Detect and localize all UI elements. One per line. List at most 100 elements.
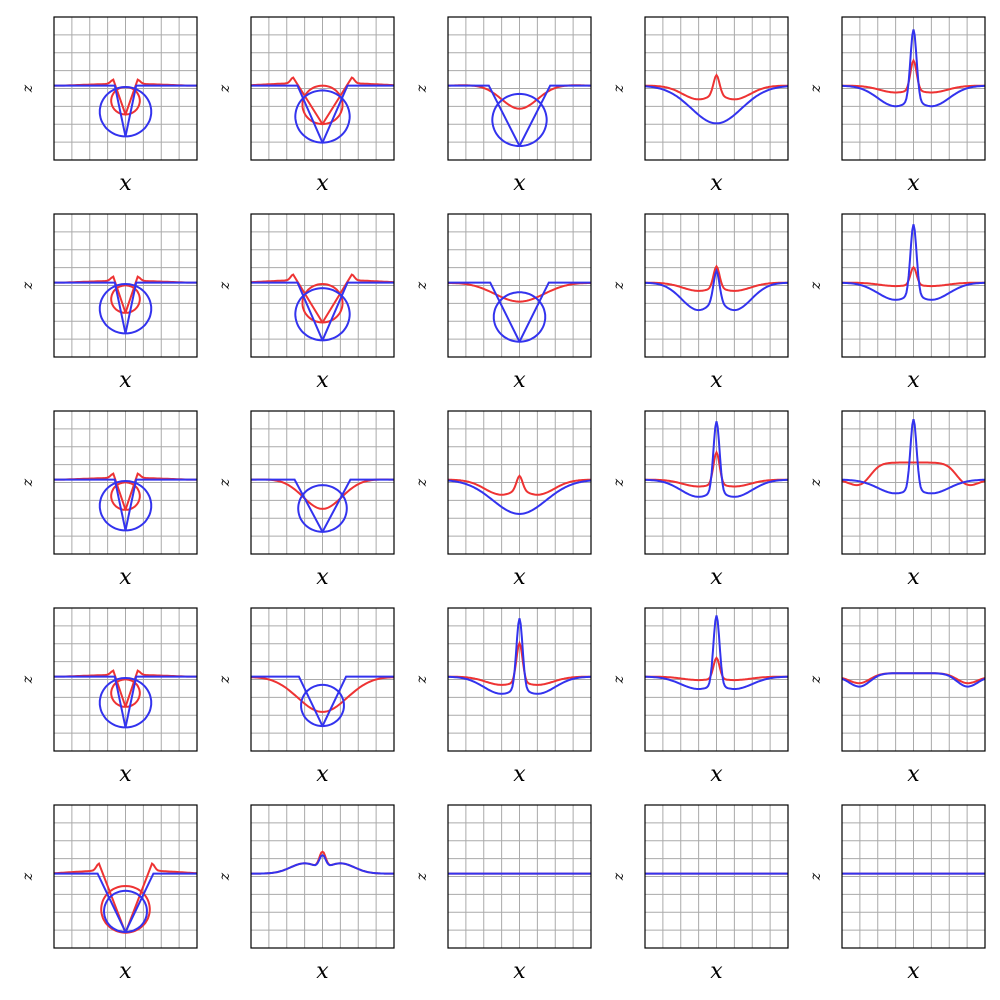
panel-grid bbox=[645, 214, 788, 357]
blue-interface-line bbox=[251, 854, 394, 875]
panel-r1c3: xz bbox=[414, 16, 592, 196]
panel-frame bbox=[250, 804, 395, 949]
panel-grid bbox=[251, 608, 394, 751]
red-interface-line bbox=[251, 273, 394, 324]
blue-interface-line bbox=[54, 675, 197, 729]
panel-r5c1: xz bbox=[20, 804, 198, 984]
x-axis-label: x bbox=[119, 565, 132, 590]
panel-r5c3: xz bbox=[414, 804, 592, 984]
panel-curves bbox=[448, 281, 591, 343]
x-axis-label: x bbox=[316, 368, 329, 393]
panel-grid bbox=[842, 805, 985, 948]
z-axis-label: z bbox=[808, 872, 824, 881]
x-axis-label: x bbox=[119, 368, 132, 393]
panel-frame bbox=[53, 607, 198, 752]
red-interface-line bbox=[842, 265, 985, 288]
panel-r1c5: xz bbox=[808, 16, 986, 196]
panel-frame bbox=[644, 410, 789, 555]
panel-frame bbox=[53, 410, 198, 555]
panel-curves bbox=[645, 264, 788, 312]
blue-interface-line bbox=[842, 224, 985, 301]
red-interface-line bbox=[842, 461, 985, 487]
panel-r2c3: xz bbox=[414, 213, 592, 393]
panel-frame bbox=[250, 410, 395, 555]
z-axis-label: z bbox=[217, 478, 233, 487]
panel-curves bbox=[645, 615, 788, 690]
panel-grid bbox=[251, 805, 394, 948]
red-interface-line bbox=[448, 640, 591, 686]
panel-curves bbox=[842, 672, 985, 688]
panel-r1c1: xz bbox=[20, 16, 198, 196]
panel-grid bbox=[448, 805, 591, 948]
panel-frame bbox=[841, 607, 986, 752]
z-axis-label: z bbox=[414, 281, 430, 290]
panel-frame bbox=[250, 213, 395, 358]
z-axis-label: z bbox=[414, 478, 430, 487]
panel-grid bbox=[645, 805, 788, 948]
panel-grid bbox=[842, 608, 985, 751]
red-interface-line bbox=[251, 676, 394, 713]
panel-r3c5: xz bbox=[808, 410, 986, 590]
panel-r2c2: xz bbox=[217, 213, 395, 393]
panel-curves bbox=[448, 474, 591, 516]
panel-frame bbox=[447, 804, 592, 949]
z-axis-label: z bbox=[611, 675, 627, 684]
panel-grid bbox=[448, 411, 591, 554]
panel-frame bbox=[447, 607, 592, 752]
panel-r1c4: xz bbox=[611, 16, 789, 196]
panel-frame bbox=[447, 213, 592, 358]
blue-interface-line bbox=[54, 281, 197, 335]
blue-interface-line bbox=[645, 267, 788, 312]
z-axis-label: z bbox=[217, 675, 233, 684]
panel-r3c1: xz bbox=[20, 410, 198, 590]
z-axis-label: z bbox=[611, 872, 627, 881]
blue-interface-line bbox=[251, 478, 394, 533]
panel-curves bbox=[251, 273, 394, 342]
panel-grid bbox=[54, 608, 197, 751]
blue-interface-line bbox=[251, 281, 394, 342]
z-axis-label: z bbox=[20, 281, 36, 290]
z-axis-label: z bbox=[611, 281, 627, 290]
panel-r5c2: xz bbox=[217, 804, 395, 984]
panel-frame bbox=[644, 16, 789, 161]
red-interface-line bbox=[645, 450, 788, 488]
blue-interface-line bbox=[251, 675, 394, 728]
x-axis-label: x bbox=[513, 368, 526, 393]
z-axis-label: z bbox=[217, 281, 233, 290]
panel-grid bbox=[54, 17, 197, 160]
panel-grid bbox=[448, 17, 591, 160]
panel-curves bbox=[54, 669, 197, 729]
x-axis-label: x bbox=[907, 762, 920, 787]
z-axis-label: z bbox=[611, 478, 627, 487]
x-axis-label: x bbox=[513, 171, 526, 196]
x-axis-label: x bbox=[710, 368, 723, 393]
panel-frame bbox=[53, 804, 198, 949]
panel-curves bbox=[54, 275, 197, 335]
red-interface-line bbox=[842, 58, 985, 94]
panel-r4c2: xz bbox=[217, 607, 395, 787]
panel-grid bbox=[251, 17, 394, 160]
blue-interface-line bbox=[842, 672, 985, 688]
panel-r5c5: xz bbox=[808, 804, 986, 984]
x-axis-label: x bbox=[316, 565, 329, 590]
z-axis-label: z bbox=[611, 84, 627, 93]
red-interface-line bbox=[448, 474, 591, 496]
panel-r2c4: xz bbox=[611, 213, 789, 393]
z-axis-label: z bbox=[414, 84, 430, 93]
x-axis-label: x bbox=[710, 171, 723, 196]
blue-interface-line bbox=[448, 618, 591, 695]
panel-frame bbox=[447, 410, 592, 555]
x-axis-label: x bbox=[513, 762, 526, 787]
z-axis-label: z bbox=[217, 872, 233, 881]
z-axis-label: z bbox=[414, 872, 430, 881]
blue-interface-line bbox=[645, 615, 788, 690]
z-axis-label: z bbox=[217, 84, 233, 93]
panel-r5c4: xz bbox=[611, 804, 789, 984]
x-axis-label: x bbox=[316, 171, 329, 196]
z-axis-label: z bbox=[808, 84, 824, 93]
blue-interface-line bbox=[54, 872, 197, 934]
panel-r2c1: xz bbox=[20, 213, 198, 393]
blue-interface-line bbox=[645, 85, 788, 125]
blue-interface-line bbox=[54, 478, 197, 532]
panel-r3c2: xz bbox=[217, 410, 395, 590]
